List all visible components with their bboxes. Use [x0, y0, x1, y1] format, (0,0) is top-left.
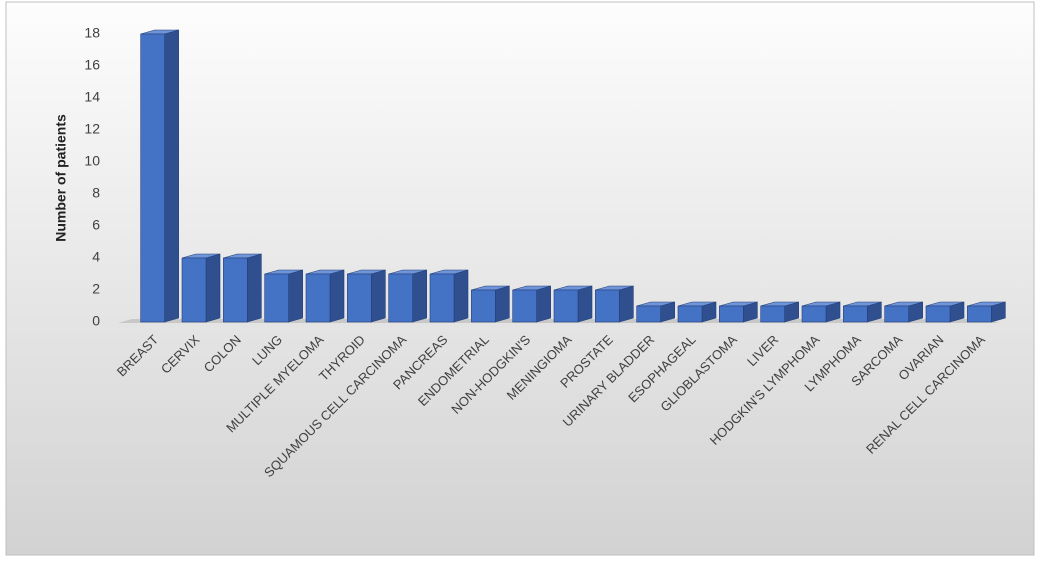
- bar-front: [264, 273, 289, 323]
- y-tick-label: 2: [92, 281, 100, 297]
- bar: [140, 29, 179, 323]
- bar: [388, 269, 427, 323]
- bar-side: [205, 253, 221, 323]
- y-tick-label: 16: [84, 57, 100, 73]
- bar-front: [967, 305, 992, 323]
- bar: [967, 301, 1006, 323]
- bar-front: [140, 33, 165, 323]
- bar-front: [760, 305, 785, 323]
- bar-front: [677, 305, 703, 323]
- bar: [429, 269, 469, 323]
- bar-side: [371, 269, 386, 323]
- bar-front: [595, 289, 620, 323]
- bar: [595, 285, 634, 323]
- bar-side: [412, 269, 427, 323]
- bar: [884, 301, 923, 323]
- bar-side: [247, 253, 262, 323]
- bar-front: [347, 273, 372, 323]
- bar-front: [305, 273, 331, 323]
- bar-front: [636, 305, 661, 323]
- bar-front: [471, 289, 496, 323]
- bar-front: [181, 257, 207, 323]
- bar: [471, 285, 510, 323]
- bar-side: [495, 285, 510, 323]
- bar: [843, 301, 882, 323]
- bar-front: [884, 305, 909, 323]
- bar-front: [925, 305, 951, 323]
- bar: [181, 253, 221, 323]
- bar-front: [223, 257, 248, 323]
- y-tick-label: 6: [92, 217, 100, 233]
- bar-front: [801, 305, 827, 323]
- y-axis-title: Number of patients: [53, 114, 69, 242]
- bar-front: [719, 305, 744, 323]
- bar: [223, 253, 262, 323]
- bar: [760, 301, 799, 323]
- bar: [264, 269, 303, 323]
- bar: [347, 269, 386, 323]
- bar-side: [164, 29, 179, 323]
- y-tick-label: 18: [84, 25, 100, 41]
- bar-front: [388, 273, 413, 323]
- y-tick-label: 10: [84, 153, 100, 169]
- bar-front: [553, 289, 579, 323]
- bar: [801, 301, 841, 323]
- y-tick-label: 12: [84, 121, 100, 137]
- bar-side: [577, 285, 593, 323]
- bar: [553, 285, 593, 323]
- y-tick-label: 8: [92, 185, 100, 201]
- bar: [925, 301, 965, 323]
- bar: [305, 269, 345, 323]
- bar-side: [619, 285, 634, 323]
- y-tick-label: 0: [92, 313, 100, 329]
- y-tick-label: 4: [92, 249, 100, 265]
- bar-side: [536, 285, 551, 323]
- bar-front: [429, 273, 455, 323]
- bar-side: [453, 269, 469, 323]
- bar: [677, 301, 717, 323]
- bar-side: [288, 269, 303, 323]
- y-tick-label: 14: [84, 89, 100, 105]
- bar-front: [843, 305, 868, 323]
- bar: [719, 301, 758, 323]
- bar-side: [329, 269, 345, 323]
- bar: [636, 301, 675, 323]
- bar: [512, 285, 551, 323]
- bar-front: [512, 289, 537, 323]
